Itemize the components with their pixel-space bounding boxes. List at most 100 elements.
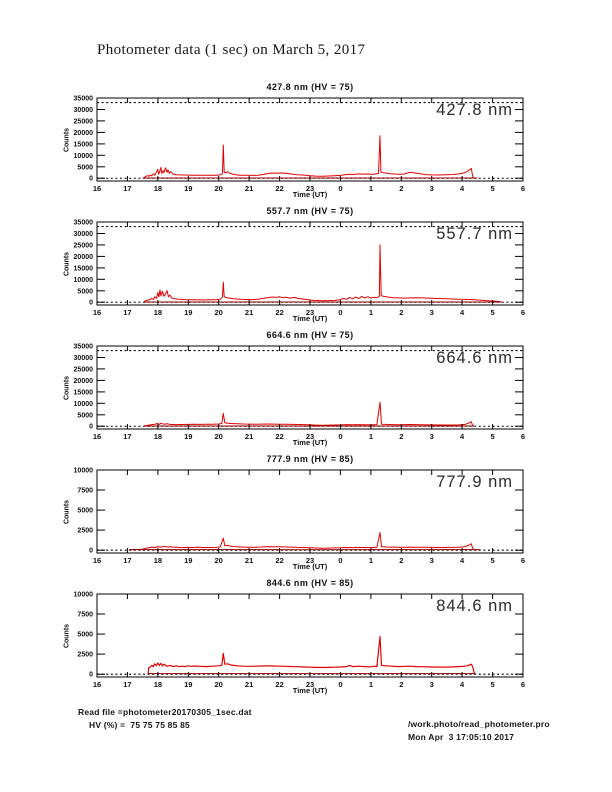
plot-timestamp: Mon Apr 3 17:05:10 2017 <box>408 732 515 742</box>
svg-text:0: 0 <box>89 672 93 679</box>
svg-text:15000: 15000 <box>74 389 94 396</box>
wavelength-label: 557.7 nm <box>436 225 513 243</box>
svg-text:21: 21 <box>245 184 253 193</box>
svg-text:0: 0 <box>338 308 342 317</box>
svg-text:6: 6 <box>521 308 525 317</box>
svg-text:5000: 5000 <box>77 632 93 639</box>
svg-text:3: 3 <box>430 680 434 689</box>
svg-text:1: 1 <box>369 556 373 565</box>
svg-text:17: 17 <box>123 184 131 193</box>
svg-text:35000: 35000 <box>74 344 94 351</box>
svg-text:0: 0 <box>89 548 93 555</box>
svg-text:2: 2 <box>399 556 403 565</box>
svg-text:20: 20 <box>215 432 223 441</box>
program-path-note: /work.photo/read_photometer.pro <box>408 719 550 729</box>
subplot-title: 664.6 nm (HV = 75) <box>266 330 354 340</box>
svg-text:18: 18 <box>154 556 162 565</box>
svg-text:6: 6 <box>521 556 525 565</box>
y-axis-label: Counts <box>63 127 71 153</box>
subplot-664-6nm: 0 5000 10000 15000 20000 25000 30000 35000 16 17 1… <box>0 328 612 452</box>
svg-text:5000: 5000 <box>77 288 93 295</box>
svg-text:0: 0 <box>89 424 93 431</box>
svg-text:22: 22 <box>275 680 283 689</box>
svg-text:16: 16 <box>93 308 101 317</box>
svg-text:2500: 2500 <box>77 652 93 659</box>
subplot-777-9nm: 0 2500 5000 7500 10000 16 17 18 19 20 21 22 23 0 1 2 3 4 5… <box>0 452 612 576</box>
svg-text:23: 23 <box>306 308 314 317</box>
svg-text:17: 17 <box>123 680 131 689</box>
svg-text:20: 20 <box>215 308 223 317</box>
svg-text:21: 21 <box>245 680 253 689</box>
svg-text:1: 1 <box>369 308 373 317</box>
svg-text:25000: 25000 <box>74 366 94 373</box>
svg-text:30000: 30000 <box>74 231 94 238</box>
svg-text:19: 19 <box>184 308 192 317</box>
read-file-note: Read file =photometer20170305_1sec.dat <box>78 707 252 717</box>
svg-text:17: 17 <box>123 308 131 317</box>
svg-text:0: 0 <box>338 184 342 193</box>
svg-text:3: 3 <box>430 184 434 193</box>
subplot-title: 557.7 nm (HV = 75) <box>266 206 354 216</box>
x-axis-label: Time (UT) <box>292 562 328 571</box>
svg-text:6: 6 <box>521 680 525 689</box>
svg-text:16: 16 <box>93 556 101 565</box>
svg-text:20000: 20000 <box>74 254 94 261</box>
svg-text:2: 2 <box>399 432 403 441</box>
svg-text:35000: 35000 <box>74 220 94 227</box>
svg-text:10000: 10000 <box>74 592 94 599</box>
subplot-844-6nm: 0 2500 5000 7500 10000 16 17 18 19 20 21 22 23 0 1 2 3 4 5… <box>0 576 612 700</box>
svg-text:6: 6 <box>521 184 525 193</box>
svg-text:23: 23 <box>306 432 314 441</box>
page-title: Photometer data (1 sec) on March 5, 2017 <box>97 42 366 58</box>
x-axis-label: Time (UT) <box>292 190 328 199</box>
svg-text:21: 21 <box>245 308 253 317</box>
wavelength-label: 844.6 nm <box>436 597 513 615</box>
svg-text:22: 22 <box>275 432 283 441</box>
svg-text:5000: 5000 <box>77 412 93 419</box>
svg-text:21: 21 <box>245 556 253 565</box>
svg-text:22: 22 <box>275 308 283 317</box>
svg-text:10000: 10000 <box>74 277 94 284</box>
svg-text:3: 3 <box>430 308 434 317</box>
y-axis-label: Counts <box>63 375 71 401</box>
hv-settings-note: HV (%) = 75 75 75 85 85 <box>89 720 190 730</box>
svg-text:3: 3 <box>430 556 434 565</box>
svg-text:20: 20 <box>215 184 223 193</box>
subplot-title: 844.6 nm (HV = 85) <box>266 578 354 588</box>
svg-text:7500: 7500 <box>77 612 93 619</box>
svg-text:0: 0 <box>89 300 93 307</box>
svg-text:5: 5 <box>491 556 495 565</box>
svg-text:18: 18 <box>154 308 162 317</box>
svg-text:3: 3 <box>430 432 434 441</box>
svg-text:2: 2 <box>399 308 403 317</box>
svg-text:2500: 2500 <box>77 528 93 535</box>
svg-text:2: 2 <box>399 184 403 193</box>
svg-text:1: 1 <box>369 184 373 193</box>
svg-text:5: 5 <box>491 432 495 441</box>
svg-text:17: 17 <box>123 556 131 565</box>
x-axis-label: Time (UT) <box>292 438 328 447</box>
subplot-title: 777.9 nm (HV = 85) <box>266 454 354 464</box>
svg-text:18: 18 <box>154 432 162 441</box>
svg-text:6: 6 <box>521 432 525 441</box>
wavelength-label: 427.8 nm <box>436 101 513 119</box>
svg-text:2: 2 <box>399 680 403 689</box>
y-axis-label: Counts <box>63 623 71 649</box>
svg-text:1: 1 <box>369 680 373 689</box>
svg-text:16: 16 <box>93 432 101 441</box>
svg-text:18: 18 <box>154 184 162 193</box>
svg-text:0: 0 <box>338 680 342 689</box>
svg-text:5000: 5000 <box>77 508 93 515</box>
svg-text:5: 5 <box>491 680 495 689</box>
svg-text:5: 5 <box>491 308 495 317</box>
svg-text:15000: 15000 <box>74 265 94 272</box>
svg-text:4: 4 <box>460 308 465 317</box>
x-axis-label: Time (UT) <box>292 314 328 323</box>
y-axis-label: Counts <box>63 499 71 525</box>
svg-text:1: 1 <box>369 432 373 441</box>
